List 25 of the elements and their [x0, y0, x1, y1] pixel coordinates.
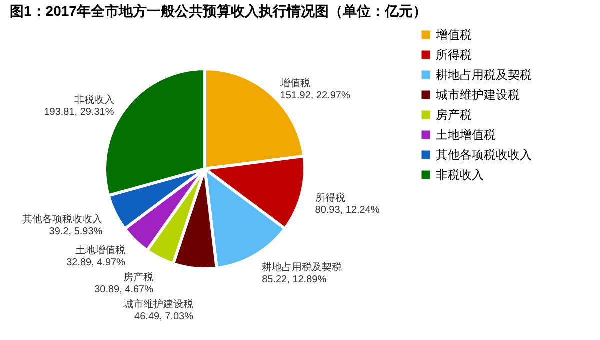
data-label: 193.81, 29.31% [44, 106, 114, 118]
slice-label: 耕地占用税及契税 [262, 262, 342, 274]
legend-label: 非税收入 [436, 168, 484, 182]
legend-label: 土地增值税 [436, 128, 496, 142]
slice-label: 增值税 [279, 77, 310, 90]
legend-label: 耕地占用税及契税 [436, 68, 532, 82]
data-label: 85.22, 12.89% [262, 274, 327, 286]
data-label: 32.89, 4.97% [66, 258, 126, 269]
legend-label: 增值税 [435, 28, 472, 42]
slice-label: 非税收入 [74, 94, 114, 106]
legend-label: 房产税 [436, 108, 472, 122]
data-label: 39.2, 5.93% [49, 226, 103, 238]
legend-label: 城市维护建设税 [435, 88, 520, 102]
legend-label: 所得税 [436, 48, 472, 62]
data-label: 46.49, 7.03% [134, 312, 194, 323]
slice-label: 所得税 [315, 192, 346, 204]
data-label: 80.93, 12.24% [315, 204, 380, 216]
chart-title: 图1：2017年全市地方一般公共预算收入执行情况图（单位：亿元） [10, 3, 427, 19]
data-label: 30.89, 4.67% [94, 284, 154, 296]
slice-label: 其他各项税收收入 [22, 213, 103, 226]
slice-label: 房产税 [124, 272, 154, 284]
legend-label: 其他各项税收收入 [436, 148, 532, 162]
slice-label: 城市维护建设税 [122, 298, 194, 311]
data-label: 151.92, 22.97% [280, 90, 350, 102]
slice-label: 土地增值税 [76, 244, 126, 257]
